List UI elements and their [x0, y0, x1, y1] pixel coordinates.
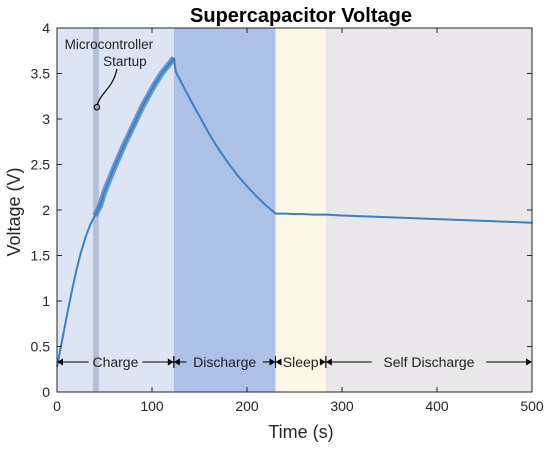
phase-arrowhead-right — [526, 358, 532, 366]
data-point — [89, 223, 92, 226]
data-point — [84, 236, 87, 239]
data-point — [98, 205, 101, 208]
x-tick-label: 0 — [53, 398, 61, 414]
phase-arrowhead-left — [173, 358, 180, 366]
annotation-marker — [93, 103, 101, 111]
data-point — [113, 167, 115, 170]
data-point — [303, 213, 305, 215]
x-axis-ticks: 0 100 200 300 400 500 — [53, 28, 544, 414]
data-point — [341, 214, 343, 217]
data-point — [60, 341, 63, 343]
y-tick-label: 2.5 — [31, 157, 51, 173]
data-point — [189, 98, 191, 100]
data-point — [75, 270, 77, 273]
y-tick-label: 3 — [42, 111, 50, 127]
annotation-label-line-1: Startup — [103, 54, 147, 69]
phase-arrow-3: Self Discharge — [325, 354, 533, 370]
data-point — [312, 213, 315, 216]
data-point — [284, 212, 286, 215]
phase-label-0: Charge — [92, 354, 138, 370]
data-point — [174, 70, 177, 73]
data-point — [436, 218, 438, 221]
data-point — [217, 148, 220, 150]
data-point — [483, 220, 486, 222]
data-point — [170, 60, 172, 63]
phase-arrowhead-right — [269, 358, 276, 366]
data-point — [255, 195, 258, 198]
y-tick-label: 1.5 — [31, 248, 51, 264]
data-point — [141, 105, 144, 108]
y-tick-label: 0 — [42, 384, 50, 400]
y-tick-label: 0.5 — [31, 339, 51, 355]
phase-label-1: Discharge — [193, 354, 256, 370]
data-point — [103, 190, 106, 193]
series-group — [56, 56, 533, 368]
data-point — [265, 204, 267, 207]
chart-title: Supercapacitor Voltage — [190, 5, 412, 27]
annotation-label-line-0: Microcontroller — [65, 37, 154, 52]
data-point — [227, 161, 229, 164]
data-point — [198, 115, 201, 118]
phase-arrowhead-right — [167, 358, 174, 366]
data-point — [274, 212, 277, 215]
y-tick-label: 4 — [42, 20, 50, 36]
y-axis-ticks: 0 0.5 1 1.5 2 2.5 3 3.5 4 — [31, 20, 532, 400]
y-tick-label: 2 — [42, 202, 50, 218]
data-point — [322, 213, 324, 216]
annotation-leader — [96, 69, 118, 108]
phase-label-2: Sleep — [283, 354, 319, 370]
data-point — [151, 88, 153, 90]
data-point — [388, 216, 391, 219]
data-point — [246, 185, 248, 188]
x-tick-label: 300 — [330, 398, 354, 414]
data-point — [70, 292, 73, 295]
y-axis-label: Voltage (V) — [4, 167, 24, 256]
data-point — [122, 145, 125, 148]
phase-band-1 — [173, 28, 276, 392]
x-tick-label: 400 — [425, 398, 449, 414]
data-point — [160, 72, 163, 75]
phase-arrowhead-left — [275, 358, 282, 366]
phase-arrow-2: Sleep — [275, 354, 327, 370]
data-point — [179, 79, 182, 82]
data-point — [94, 214, 96, 217]
phase-arrowhead-left — [57, 358, 63, 366]
phase-arrow-0: Charge — [56, 354, 175, 370]
data-point — [236, 174, 239, 177]
phase-bands — [57, 28, 532, 392]
annotation-group: Microcontroller Startup — [65, 37, 154, 111]
data-point — [79, 251, 82, 254]
phase-arrowhead-right — [319, 358, 326, 366]
x-axis-label: Time (s) — [268, 422, 333, 442]
phase-band-2 — [275, 28, 326, 392]
data-point — [172, 57, 175, 59]
data-point — [132, 125, 134, 128]
phase-label-3: Self Discharge — [383, 354, 474, 370]
phase-arrows: Charge Discharge Sleep Self Discharge — [56, 354, 533, 370]
x-tick-label: 500 — [520, 398, 544, 414]
phase-band-3 — [325, 28, 532, 392]
data-point — [324, 213, 327, 216]
phase-arrowhead-left — [325, 358, 332, 366]
x-tick-label: 200 — [235, 398, 259, 414]
x-tick-label: 100 — [140, 398, 164, 414]
data-point — [208, 132, 210, 135]
y-tick-label: 1 — [42, 293, 50, 309]
data-point — [293, 213, 296, 215]
data-point — [65, 316, 68, 319]
y-tick-label: 3.5 — [31, 66, 51, 82]
